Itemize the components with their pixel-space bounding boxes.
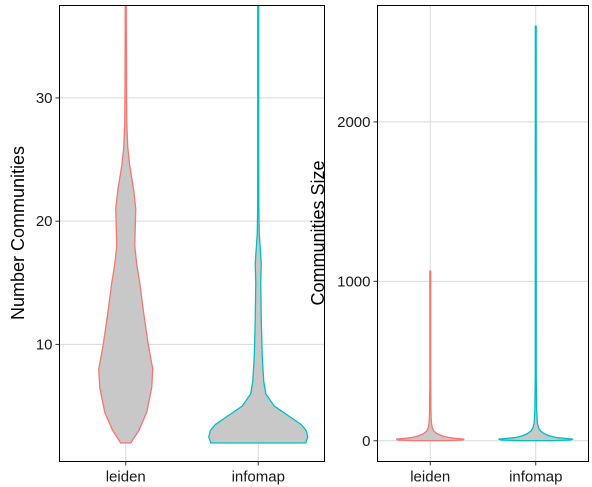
panel-ticks: 10 20 30 leiden infomap (36, 90, 285, 486)
x-tick-label: infomap (232, 469, 285, 486)
y-tick-label: 0 (362, 433, 370, 450)
y-tick-label: 2000 (337, 114, 370, 131)
y-axis-title: Communities Size (308, 160, 328, 305)
violin-infomap (498, 25, 574, 442)
panel-border (59, 5, 325, 462)
number-communities-panel: 10 20 30 leiden infomap Number Communities (8, 4, 325, 486)
y-tick-label: 20 (36, 213, 53, 230)
y-axis-title: Number Communities (8, 146, 28, 320)
y-tick-label: 1000 (337, 273, 370, 290)
panel-border (377, 5, 589, 462)
panel-ticks: 0 1000 2000 leiden infomap (337, 114, 562, 486)
communities-size-panel: 0 1000 2000 leiden infomap Communities Size (308, 5, 589, 486)
panel-violins (396, 25, 574, 442)
violin-leiden (396, 270, 465, 442)
x-tick-label: leiden (106, 469, 146, 486)
x-tick-label: infomap (509, 469, 562, 486)
x-tick-label: leiden (410, 469, 450, 486)
y-tick-label: 30 (36, 90, 53, 107)
y-tick-label: 10 (36, 336, 53, 353)
